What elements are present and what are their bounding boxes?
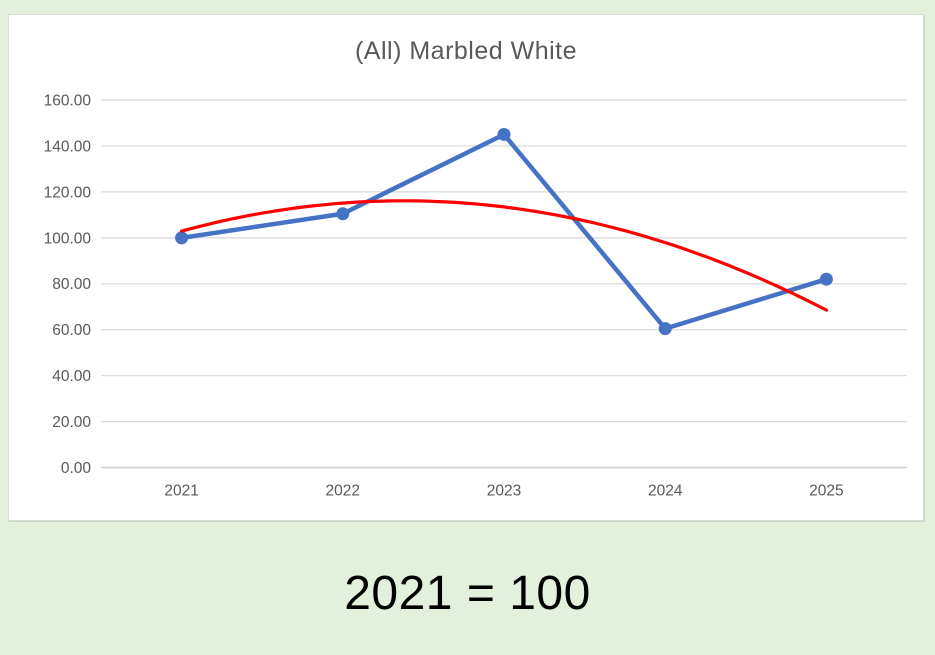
chart-panel[interactable]: (All) Marbled White 0.00 20.00 40.00 60.00 8…	[8, 14, 924, 521]
y-tick-label: 120.00	[44, 184, 92, 201]
chart-title: (All) Marbled White	[354, 37, 578, 65]
x-tick-label: 2024	[648, 483, 683, 500]
y-tick-label: 40.00	[52, 368, 91, 385]
y-tick-label: 60.00	[52, 322, 91, 339]
y-tick-label: 20.00	[52, 414, 91, 431]
y-tick-label: 160.00	[44, 92, 92, 109]
data-point-marker	[497, 127, 511, 141]
y-tick-label: 100.00	[44, 230, 92, 247]
plot-area: 0.00 20.00 40.00 60.00 80.00 100.00 120.00 140.…	[44, 92, 907, 500]
data-point-marker	[336, 207, 350, 221]
data-point-marker	[658, 322, 672, 336]
y-tick-label: 140.00	[44, 138, 92, 155]
x-tick-label: 2025	[809, 483, 843, 500]
data-point-marker	[819, 272, 833, 286]
y-tick-label: 80.00	[52, 276, 91, 293]
data-point-marker	[175, 231, 189, 245]
x-tick-label: 2022	[326, 483, 360, 500]
y-tick-label: 0.00	[61, 460, 92, 477]
series-line	[179, 132, 829, 331]
x-tick-label: 2021	[164, 483, 198, 500]
footer-cell-label: 2021 = 100	[344, 566, 591, 620]
polynomial-trendline	[180, 199, 828, 312]
x-tick-label: 2023	[487, 483, 521, 500]
